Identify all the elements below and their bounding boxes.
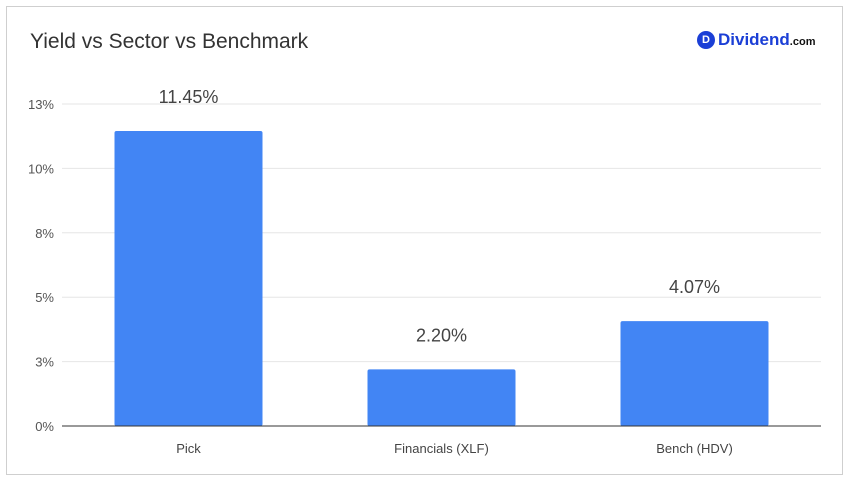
x-tick-label: Bench (HDV) [656,441,733,456]
x-tick-label: Financials (XLF) [394,441,489,456]
y-tick-label: 10% [28,161,54,176]
bar[interactable] [114,131,263,426]
y-tick-label: 8% [35,226,54,241]
bar[interactable] [367,369,516,426]
y-tick-label: 5% [35,290,54,305]
chart-title: Yield vs Sector vs Benchmark [30,30,309,53]
brand-logo[interactable]: D Dividend .com [697,29,815,51]
data-label: 11.45% [159,87,219,107]
bar[interactable] [620,321,769,426]
data-label: 4.07% [669,277,720,297]
brand-suffix: .com [789,36,816,48]
y-tick-label: 0% [35,419,54,434]
dividend-logo-icon: D [697,31,715,49]
data-label: 2.20% [416,325,467,345]
brand-name: Dividend [718,30,790,49]
x-tick-label: Pick [176,441,201,456]
y-tick-label: 3% [35,355,54,370]
y-tick-label: 13% [28,97,54,112]
